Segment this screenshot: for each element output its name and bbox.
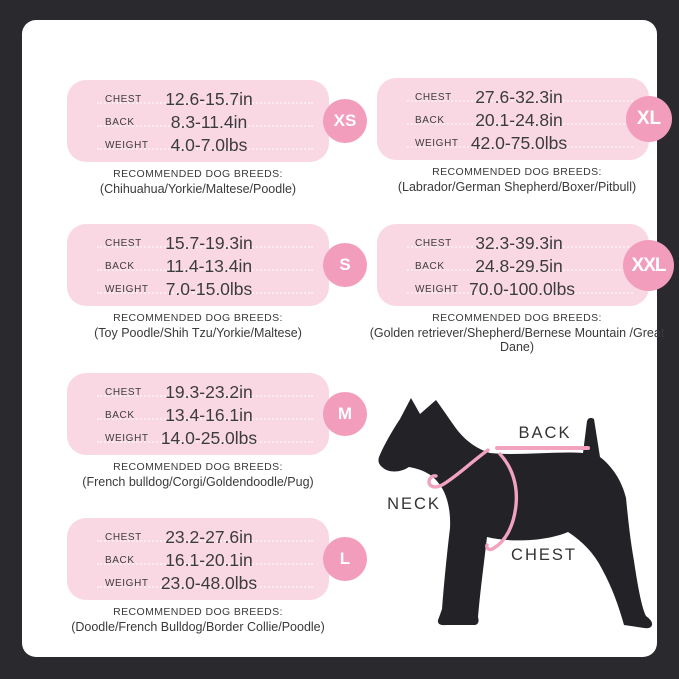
back-row: BACK 11.4-13.4in <box>67 255 329 278</box>
weight-value: 14.0-25.0lbs <box>160 428 258 448</box>
recommended-heading: RECOMMENDED DOG BREEDS: <box>113 606 283 618</box>
size-section-xxl: CHEST 32.3-39.3in BACK 24.8-29.5in WEIGH… <box>362 224 674 355</box>
recommended-breeds: (French bulldog/Corgi/Goldendoodle/Pug) <box>82 475 314 489</box>
dog-silhouette <box>378 398 653 629</box>
back-value: 13.4-16.1in <box>165 405 253 425</box>
chest-row: CHEST 32.3-39.3in <box>377 232 649 255</box>
weight-row: WEIGHT 4.0-7.0lbs <box>67 134 329 157</box>
back-value: 11.4-13.4in <box>165 256 253 276</box>
back-label: BACK <box>105 117 135 128</box>
size-card-xs: CHEST 12.6-15.7in BACK 8.3-11.4in WEIGHT… <box>67 80 367 162</box>
recommended-heading: RECOMMENDED DOG BREEDS: <box>113 312 283 324</box>
chest-measure-strap <box>485 452 519 552</box>
weight-label: WEIGHT <box>105 433 149 444</box>
weight-label: WEIGHT <box>105 284 149 295</box>
recommended-heading: RECOMMENDED DOG BREEDS: <box>432 312 602 324</box>
back-value: 20.1-24.8in <box>475 110 563 130</box>
weight-row: WEIGHT 7.0-15.0lbs <box>67 278 329 301</box>
weight-row: WEIGHT 70.0-100.0lbs <box>377 278 649 301</box>
size-section-m: CHEST 19.3-23.2in BACK 13.4-16.1in WEIGH… <box>47 373 367 489</box>
chest-row: CHEST 19.3-23.2in <box>67 381 329 404</box>
chest-label: CHEST <box>415 238 452 249</box>
size-badge-xl: XL <box>626 96 672 142</box>
size-card-m: CHEST 19.3-23.2in BACK 13.4-16.1in WEIGH… <box>67 373 367 455</box>
size-card-xxl: CHEST 32.3-39.3in BACK 24.8-29.5in WEIGH… <box>377 224 674 306</box>
size-badge-s: S <box>323 243 367 287</box>
chest-label: CHEST <box>415 92 452 103</box>
back-label: BACK <box>105 261 135 272</box>
back-row: BACK 8.3-11.4in <box>67 111 329 134</box>
back-label: BACK <box>105 410 135 421</box>
back-value: 16.1-20.1in <box>165 550 253 570</box>
back-row: BACK 13.4-16.1in <box>67 404 329 427</box>
back-row: BACK 16.1-20.1in <box>67 549 329 572</box>
back-row: BACK 20.1-24.8in <box>377 109 649 132</box>
weight-row: WEIGHT 23.0-48.0lbs <box>67 572 329 595</box>
chest-row: CHEST 12.6-15.7in <box>67 88 329 111</box>
chest-value: 32.3-39.3in <box>475 233 563 253</box>
size-section-xs: CHEST 12.6-15.7in BACK 8.3-11.4in WEIGHT… <box>47 80 367 196</box>
size-section-l: CHEST 23.2-27.6in BACK 16.1-20.1in WEIGH… <box>47 518 367 634</box>
size-card-xl: CHEST 27.6-32.3in BACK 20.1-24.8in WEIGH… <box>377 78 672 160</box>
chest-label: CHEST <box>105 238 142 249</box>
weight-row: WEIGHT 14.0-25.0lbs <box>67 427 329 450</box>
back-row: BACK 24.8-29.5in <box>377 255 649 278</box>
size-badge-xs: XS <box>323 99 367 143</box>
recommended-breeds: (Toy Poodle/Shih Tzu/Yorkie/Maltese) <box>94 326 302 340</box>
chest-label: CHEST <box>105 532 142 543</box>
chest-label: CHEST <box>105 94 142 105</box>
weight-value: 42.0-75.0lbs <box>470 133 568 153</box>
weight-value: 70.0-100.0lbs <box>469 279 576 299</box>
size-badge-l: L <box>323 537 367 581</box>
chest-label: CHEST <box>105 387 142 398</box>
size-section-s: CHEST 15.7-19.3in BACK 11.4-13.4in WEIGH… <box>47 224 367 340</box>
recommended-heading: RECOMMENDED DOG BREEDS: <box>113 168 283 180</box>
dog-measurement-diagram: BACK NECK CHEST <box>372 393 662 643</box>
chest-value: 27.6-32.3in <box>475 87 563 107</box>
weight-label: WEIGHT <box>415 284 459 295</box>
size-card-s: CHEST 15.7-19.3in BACK 11.4-13.4in WEIGH… <box>67 224 367 306</box>
weight-value: 23.0-48.0lbs <box>160 573 258 593</box>
recommended-heading: RECOMMENDED DOG BREEDS: <box>113 461 283 473</box>
recommended-breeds: (Doodle/French Bulldog/Border Collie/Poo… <box>71 620 325 634</box>
weight-label: WEIGHT <box>105 140 149 151</box>
diagram-neck-label: NECK <box>387 495 441 513</box>
recommended-breeds: (Labrador/German Shepherd/Boxer/Pitbull) <box>397 180 637 194</box>
neck-measure-strap <box>427 448 490 489</box>
chest-value: 19.3-23.2in <box>165 382 253 402</box>
back-label: BACK <box>415 261 445 272</box>
back-value: 24.8-29.5in <box>475 256 563 276</box>
weight-label: WEIGHT <box>105 578 149 589</box>
back-label: BACK <box>105 555 135 566</box>
chest-row: CHEST 27.6-32.3in <box>377 86 649 109</box>
size-card-l: CHEST 23.2-27.6in BACK 16.1-20.1in WEIGH… <box>67 518 367 600</box>
chest-value: 15.7-19.3in <box>165 233 253 253</box>
back-value: 8.3-11.4in <box>170 112 248 132</box>
chest-row: CHEST 23.2-27.6in <box>67 526 329 549</box>
diagram-chest-label: CHEST <box>511 546 577 564</box>
recommended-heading: RECOMMENDED DOG BREEDS: <box>432 166 602 178</box>
chest-value: 23.2-27.6in <box>165 527 253 547</box>
chest-value: 12.6-15.7in <box>165 89 253 109</box>
chest-row: CHEST 15.7-19.3in <box>67 232 329 255</box>
recommended-breeds: (Golden retriever/Shepherd/Bernese Mount… <box>369 326 665 355</box>
size-section-xl: CHEST 27.6-32.3in BACK 20.1-24.8in WEIGH… <box>362 78 672 194</box>
weight-value: 4.0-7.0lbs <box>170 135 248 155</box>
weight-row: WEIGHT 42.0-75.0lbs <box>377 132 649 155</box>
recommended-breeds: (Chihuahua/Yorkie/Maltese/Poodle) <box>99 182 297 196</box>
sizing-chart-panel: CHEST 12.6-15.7in BACK 8.3-11.4in WEIGHT… <box>22 20 674 657</box>
weight-label: WEIGHT <box>415 138 459 149</box>
diagram-back-label: BACK <box>518 424 572 442</box>
back-label: BACK <box>415 115 445 126</box>
size-badge-m: M <box>323 392 367 436</box>
size-badge-xxl: XXL <box>623 240 674 291</box>
weight-value: 7.0-15.0lbs <box>165 279 253 299</box>
